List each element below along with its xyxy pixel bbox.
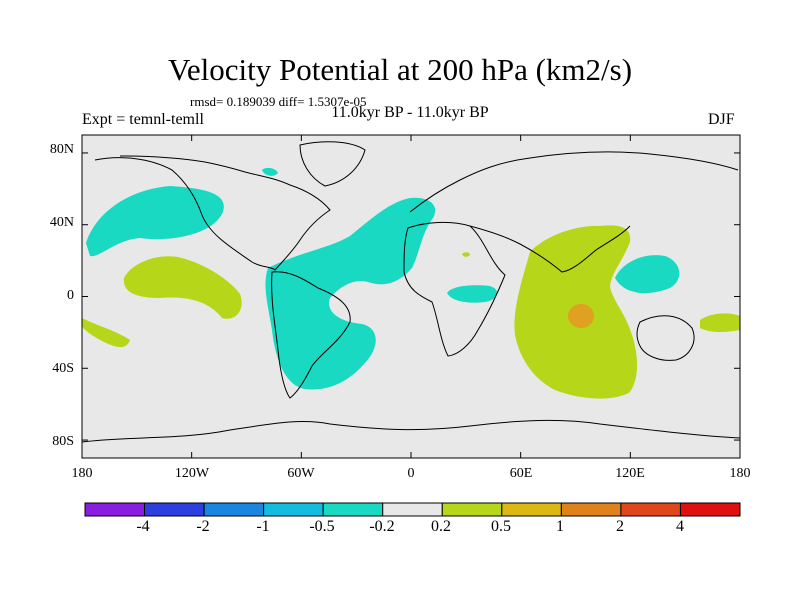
colorbar-swatch bbox=[203, 502, 265, 517]
coastline-africa bbox=[403, 221, 506, 357]
colorbar-label: -2 bbox=[196, 518, 210, 535]
lat-label-0: 0 bbox=[67, 288, 74, 303]
colorbar-label: -4 bbox=[136, 518, 150, 535]
north-africa-positive-spot bbox=[462, 252, 470, 257]
lat-label-40n: 40N bbox=[49, 215, 74, 230]
lat-label-40s: 40S bbox=[52, 361, 74, 376]
lat-label-80n: 80N bbox=[49, 142, 74, 157]
colorbar-swatch bbox=[620, 502, 681, 517]
lon-label-180e: 180 bbox=[729, 466, 751, 481]
colorbar-swatch bbox=[263, 502, 324, 517]
period-label: 11.0kyr BP - 11.0kyr BP bbox=[331, 104, 489, 121]
coastline-greenland bbox=[299, 141, 366, 187]
lon-label-120e: 120E bbox=[615, 466, 645, 481]
colorbar-label: -1 bbox=[256, 518, 270, 535]
south-pacific-east-positive-region bbox=[700, 313, 740, 332]
east-africa-negative-region bbox=[447, 285, 498, 303]
map-tick-marks bbox=[81, 135, 741, 458]
lon-label-0: 0 bbox=[407, 466, 415, 481]
north-pacific-negative-region bbox=[86, 186, 224, 257]
lon-label-180w: 180 bbox=[71, 466, 93, 481]
colorbar-swatch bbox=[441, 502, 503, 517]
coastline-south-america bbox=[271, 271, 351, 399]
atlantic-africa-negative-region bbox=[265, 197, 436, 390]
lat-label-80s: 80S bbox=[52, 434, 74, 449]
colorbar-swatch bbox=[560, 502, 622, 517]
experiment-label: Expt = temnl-temll bbox=[82, 111, 204, 128]
maritime-continent-negative-region bbox=[615, 255, 680, 294]
colorbar-swatch bbox=[679, 502, 741, 517]
colorbar-label: 0.2 bbox=[431, 518, 451, 535]
colorbar-swatch bbox=[84, 502, 146, 517]
coastline-north-america bbox=[94, 155, 331, 271]
strong-positive-center bbox=[568, 304, 594, 328]
colorbar-swatch bbox=[501, 502, 562, 517]
east-pacific-positive-region bbox=[123, 256, 242, 319]
lon-label-120w: 120W bbox=[174, 466, 210, 481]
coastline-australia bbox=[636, 315, 695, 361]
colorbar-swatch bbox=[322, 502, 384, 517]
greenland-negative-spot bbox=[262, 167, 278, 176]
lon-label-60e: 60E bbox=[509, 466, 533, 481]
colorbar bbox=[84, 502, 741, 517]
colorbar-label: 2 bbox=[616, 518, 624, 535]
colorbar-label: 1 bbox=[556, 518, 564, 535]
map-title: Velocity Potential at 200 hPa (km2/s) bbox=[167, 52, 633, 87]
colorbar-label: 4 bbox=[676, 518, 684, 535]
stats-line: rmsd= 0.189039 diff= 1.5307e-05 bbox=[190, 94, 367, 109]
colorbar-label: 0.5 bbox=[491, 518, 511, 535]
coastline-eurasia bbox=[409, 151, 739, 273]
colorbar-label: -0.2 bbox=[369, 518, 395, 535]
south-pacific-west-positive-region bbox=[82, 318, 130, 348]
coastline-antarctica bbox=[81, 419, 741, 443]
colorbar-swatch bbox=[382, 502, 443, 517]
negative-anomaly-regions bbox=[86, 167, 680, 390]
colorbar-label: -0.5 bbox=[309, 518, 335, 535]
lon-label-60w: 60W bbox=[287, 466, 315, 481]
coastlines bbox=[81, 141, 741, 443]
colorbar-swatch bbox=[144, 502, 205, 517]
season-label: DJF bbox=[708, 111, 735, 128]
